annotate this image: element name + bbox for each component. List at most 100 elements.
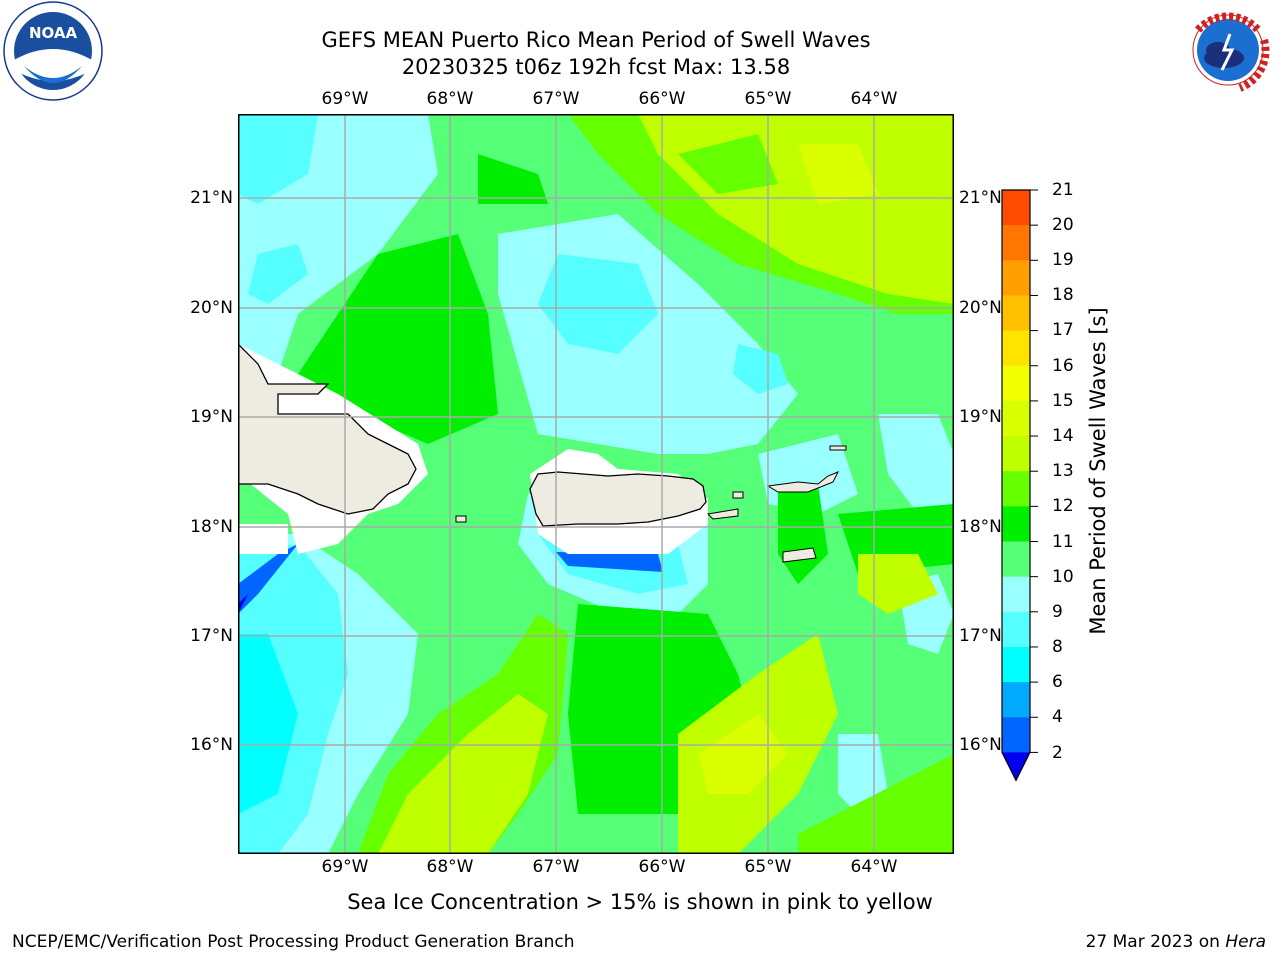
lat-label-right: 17°N <box>959 626 1002 646</box>
noaa-logo-text: NOAA <box>29 24 78 42</box>
colorbar-tick: 17 <box>1052 320 1074 340</box>
lon-label-top: 67°W <box>532 89 580 109</box>
colorbar-swatch <box>1002 400 1030 437</box>
contour-band-6-8 <box>238 114 318 204</box>
lon-label-bottom: 66°W <box>638 857 686 877</box>
nws-logo <box>1178 0 1278 100</box>
colorbar-swatch <box>1002 717 1030 753</box>
lon-label-bottom: 67°W <box>532 857 580 877</box>
lat-label-left: 20°N <box>190 298 233 318</box>
colorbar-tick: 18 <box>1052 285 1074 305</box>
lat-label-left: 18°N <box>190 517 233 537</box>
colorbar-tick: 8 <box>1052 637 1063 657</box>
colorbar-tick: 21 <box>1052 180 1074 200</box>
lon-label-bottom: 68°W <box>426 857 474 877</box>
colorbar-swatch <box>1002 541 1030 578</box>
colorbar-tick: 14 <box>1052 426 1074 446</box>
colorbar-label: Mean Period of Swell Waves [s] <box>1086 307 1110 635</box>
contour-band-6-8 <box>733 344 788 394</box>
lat-label-left: 16°N <box>190 735 233 755</box>
colorbar-outline <box>1001 189 1031 782</box>
contour-band-10-11 <box>298 234 498 444</box>
colorbar-tick: 12 <box>1052 496 1074 516</box>
footer-date-text: 27 Mar 2023 on <box>1085 932 1220 952</box>
colorbar-swatch <box>1002 576 1030 613</box>
colorbar-swatch <box>1002 682 1030 718</box>
colorbar-tick: 10 <box>1052 567 1074 587</box>
colorbar-swatch <box>1002 190 1030 226</box>
contour-band-12-13 <box>378 694 548 854</box>
contour-band-8-9 <box>878 414 954 514</box>
hispaniola-coastline <box>238 343 417 515</box>
lat-label-left: 17°N <box>190 626 233 646</box>
vieques-island <box>706 508 739 520</box>
colorbar-tick: 11 <box>1052 532 1074 552</box>
colorbar-swatch <box>1002 330 1030 367</box>
colorbar-tick: 2 <box>1052 743 1063 763</box>
culebra-island <box>732 491 744 499</box>
contour-band-6-8 <box>248 244 308 304</box>
lon-label-top: 64°W <box>850 89 898 109</box>
lat-label-left: 21°N <box>190 188 233 208</box>
lat-label-right: 16°N <box>959 735 1002 755</box>
lon-label-top: 66°W <box>638 89 686 109</box>
contour-band-8-9 <box>838 734 888 814</box>
colorbar-tick: 20 <box>1052 215 1074 235</box>
lat-label-right: 21°N <box>959 188 1002 208</box>
mona-island <box>455 515 467 523</box>
colorbar-swatch <box>1002 506 1030 542</box>
contour-band-2-4 <box>556 552 663 572</box>
colorbar-swatch <box>1002 611 1030 648</box>
lon-label-top: 69°W <box>321 89 369 109</box>
footer-date: 27 Mar 2023 on Hera <box>1086 932 1266 952</box>
contour-band-6-8 <box>538 254 658 354</box>
colorbar-swatch <box>1002 436 1030 472</box>
colorbar-tick: 6 <box>1052 672 1063 692</box>
lon-label-bottom: 64°W <box>850 857 898 877</box>
lon-label-top: 65°W <box>744 89 792 109</box>
colorbar-swatches <box>1001 189 1038 782</box>
footer-credit: NCEP/EMC/Verification Post Processing Pr… <box>12 932 575 952</box>
no-data-region <box>238 524 288 554</box>
contour-band-13-14 <box>798 144 878 204</box>
contour-band-2-4 <box>238 544 298 614</box>
colorbar-under-range <box>1002 752 1030 781</box>
map-canvas <box>238 114 954 854</box>
colorbar-swatch <box>1002 365 1030 402</box>
map-title: GEFS MEAN Puerto Rico Mean Period of Swe… <box>321 28 871 52</box>
lat-label-right: 18°N <box>959 517 1002 537</box>
colorbar-tick: 4 <box>1052 707 1063 727</box>
colorbar-swatch <box>1002 646 1030 683</box>
map-subtitle: 20230325 t06z 192h fcst Max: 13.58 <box>401 55 791 79</box>
st-croix-island <box>782 547 817 563</box>
colorbar-tick: 19 <box>1052 250 1074 270</box>
colorbar-swatch <box>1002 225 1030 261</box>
lon-label-bottom: 65°W <box>744 857 792 877</box>
lon-label-top: 68°W <box>426 89 474 109</box>
contour-band-4-6 <box>238 634 298 814</box>
sea-ice-note: Sea Ice Concentration > 15% is shown in … <box>347 890 933 914</box>
lat-label-right: 20°N <box>959 298 1002 318</box>
colorbar-swatch <box>1002 471 1030 507</box>
colorbar-tick: 13 <box>1052 461 1074 481</box>
graticule <box>238 114 954 854</box>
anegada-island <box>829 445 847 451</box>
lat-label-left: 19°N <box>190 407 233 427</box>
colorbar <box>1000 186 1040 786</box>
contour-band-11-12 <box>798 754 954 854</box>
virgin-islands <box>766 471 840 493</box>
lat-label-right: 19°N <box>959 407 1002 427</box>
map-panel[interactable] <box>238 114 954 854</box>
map-border <box>238 114 954 854</box>
colorbar-tick: 9 <box>1052 602 1063 622</box>
contour-band-11-12 <box>678 134 778 194</box>
contour-band-13-14 <box>698 714 788 794</box>
contour-band-10-11 <box>478 154 548 204</box>
noaa-logo: NOAA <box>2 0 104 102</box>
contour-band-12-13 <box>858 554 938 614</box>
footer-host: Hera <box>1225 932 1266 952</box>
colorbar-tick: 15 <box>1052 391 1074 411</box>
contour-band-below-2 <box>238 594 248 614</box>
colorbar-swatch <box>1002 260 1030 296</box>
colorbar-tick: 16 <box>1052 356 1074 376</box>
